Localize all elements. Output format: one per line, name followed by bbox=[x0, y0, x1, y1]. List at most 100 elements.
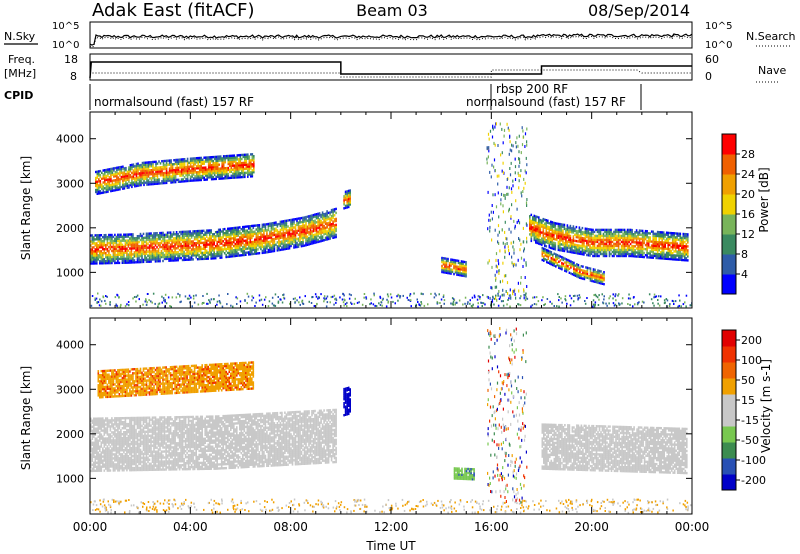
heatmap-cell bbox=[130, 257, 133, 260]
heatmap-cell bbox=[558, 266, 560, 269]
heatmap-cell bbox=[219, 256, 221, 259]
heatmap-cell bbox=[551, 227, 554, 230]
heatmap-cell bbox=[111, 259, 113, 263]
heatmap-cell bbox=[301, 302, 304, 305]
heatmap-cell bbox=[222, 163, 225, 166]
heatmap-cell bbox=[296, 241, 298, 245]
heatmap-cell bbox=[173, 181, 175, 184]
heatmap-cell bbox=[107, 184, 109, 187]
heatmap-cell bbox=[147, 246, 149, 249]
heatmap-cell bbox=[113, 185, 115, 188]
heatmap-cell bbox=[459, 272, 461, 275]
heatmap-cell bbox=[571, 273, 574, 276]
heatmap-cell bbox=[228, 251, 231, 254]
heatmap-cell bbox=[595, 277, 598, 280]
heatmap-cell bbox=[99, 244, 101, 247]
heatmap-cell bbox=[622, 240, 624, 244]
heatmap-cell bbox=[687, 245, 689, 248]
heatmap-cell bbox=[532, 234, 534, 237]
heatmap-cell bbox=[409, 293, 412, 296]
heatmap-cell bbox=[305, 217, 307, 221]
heatmap-cell bbox=[315, 239, 318, 242]
heatmap-cell bbox=[253, 167, 255, 170]
heatmap-cell bbox=[214, 239, 217, 242]
heatmap-cell bbox=[160, 249, 163, 253]
heatmap-cell bbox=[126, 255, 128, 258]
heatmap-cell bbox=[687, 241, 689, 244]
heatmap-cell bbox=[222, 244, 224, 247]
heatmap-cell bbox=[186, 177, 189, 181]
heatmap-cell bbox=[601, 278, 604, 281]
heatmap-cell bbox=[195, 161, 198, 164]
heatmap-cell bbox=[143, 175, 145, 179]
heatmap-cell bbox=[154, 248, 157, 251]
heatmap-cell bbox=[557, 293, 559, 296]
heatmap-cell bbox=[617, 250, 620, 254]
heatmap-cell bbox=[162, 179, 165, 183]
heatmap-cell bbox=[561, 268, 563, 271]
heatmap-cell bbox=[160, 239, 163, 243]
heatmap-cell bbox=[255, 232, 258, 235]
heatmap-cell bbox=[587, 244, 590, 247]
heatmap-cell bbox=[266, 251, 268, 254]
heatmap-cell bbox=[221, 169, 223, 172]
heatmap-cell bbox=[650, 244, 653, 247]
heatmap-cell bbox=[420, 301, 422, 303]
heatmap-cell bbox=[163, 245, 166, 249]
heatmap-cell bbox=[257, 236, 259, 239]
heatmap-cell bbox=[119, 188, 121, 191]
heatmap-cell bbox=[225, 237, 227, 241]
heatmap-cell bbox=[354, 297, 356, 300]
heatmap-cell bbox=[209, 164, 211, 167]
heatmap-cell bbox=[181, 250, 184, 254]
heatmap-cell bbox=[248, 237, 250, 240]
heatmap-cell bbox=[227, 176, 230, 180]
heatmap-cell bbox=[234, 236, 237, 240]
heatmap-cell bbox=[130, 255, 133, 258]
heatmap-cell bbox=[667, 237, 669, 241]
heatmap-cell bbox=[276, 245, 279, 248]
heatmap-cell bbox=[640, 249, 642, 252]
heatmap-cell bbox=[671, 234, 674, 237]
heatmap-cell bbox=[114, 175, 117, 178]
heatmap-cell bbox=[670, 249, 672, 253]
heatmap-cell bbox=[162, 253, 164, 257]
heatmap-cell bbox=[596, 248, 599, 252]
heatmap-cell bbox=[281, 234, 283, 237]
heatmap-cell bbox=[288, 235, 291, 238]
heatmap-cell bbox=[222, 250, 224, 253]
heatmap-cell bbox=[213, 255, 215, 258]
heatmap-cell bbox=[129, 241, 131, 244]
heatmap-cell bbox=[164, 165, 166, 169]
heatmap-cell bbox=[217, 254, 220, 258]
heatmap-cell bbox=[132, 181, 135, 184]
heatmap-cell bbox=[228, 237, 231, 240]
heatmap-cell bbox=[622, 246, 624, 250]
heatmap-cell bbox=[264, 249, 267, 252]
heatmap-cell bbox=[556, 253, 559, 257]
heatmap-cell bbox=[571, 265, 574, 268]
heatmap-cell bbox=[207, 231, 209, 234]
heatmap-cell bbox=[137, 182, 139, 185]
heatmap-cell bbox=[180, 236, 182, 240]
heatmap-cell bbox=[668, 251, 671, 255]
heatmap-cell bbox=[102, 185, 105, 188]
heatmap-cell bbox=[239, 246, 241, 249]
heatmap-cell bbox=[186, 234, 188, 237]
heatmap-cell bbox=[296, 217, 298, 221]
heatmap-cell bbox=[258, 224, 261, 227]
heatmap-cell bbox=[293, 238, 295, 241]
heatmap-cell bbox=[244, 167, 246, 171]
heatmap-cell bbox=[228, 253, 231, 256]
heatmap-cell bbox=[270, 230, 273, 233]
heatmap-cell bbox=[166, 245, 169, 248]
heatmap-cell bbox=[583, 253, 585, 256]
heatmap-cell bbox=[502, 304, 505, 307]
heatmap-cell bbox=[290, 236, 292, 240]
heatmap-cell bbox=[210, 166, 213, 169]
heatmap-cell bbox=[529, 233, 531, 236]
heatmap-cell bbox=[533, 296, 536, 299]
heatmap-cell bbox=[108, 182, 111, 185]
heatmap-cell bbox=[213, 233, 215, 236]
heatmap-cell bbox=[299, 239, 301, 242]
